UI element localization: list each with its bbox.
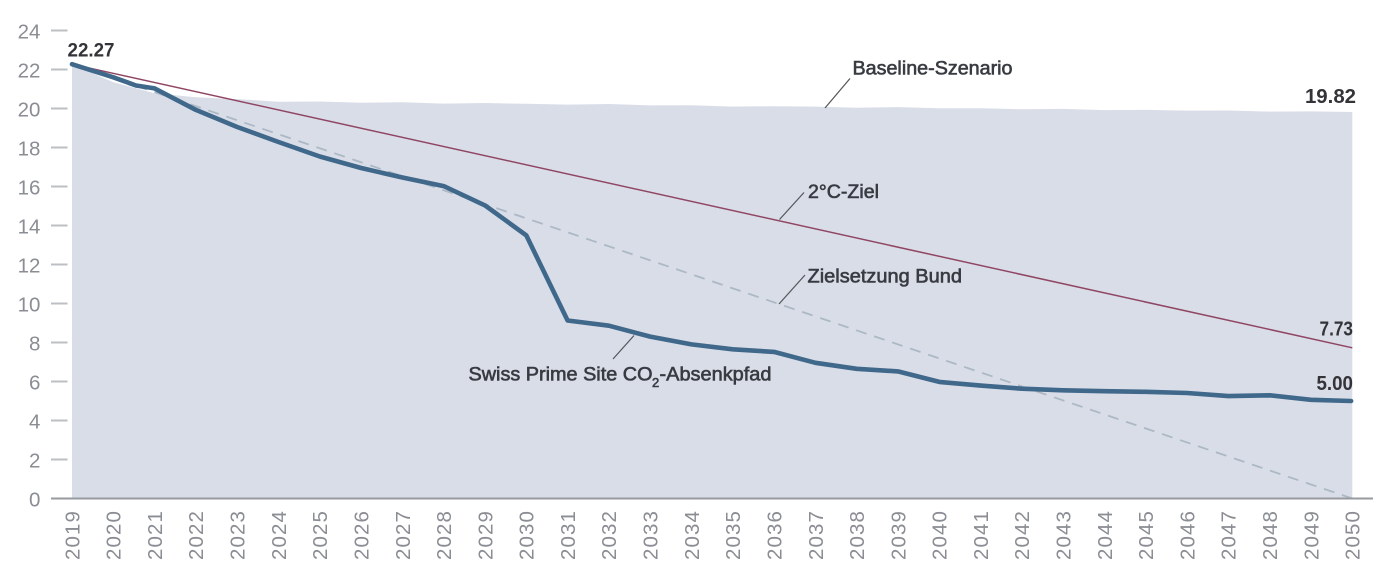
svg-text:2031: 2031 — [557, 510, 580, 560]
svg-text:2045: 2045 — [1135, 510, 1158, 560]
svg-text:2026: 2026 — [350, 510, 373, 560]
svg-text:2036: 2036 — [763, 510, 786, 560]
svg-text:2028: 2028 — [433, 510, 456, 560]
svg-text:2047: 2047 — [1218, 510, 1241, 560]
svg-text:16: 16 — [18, 176, 41, 199]
svg-text:19.82: 19.82 — [1305, 86, 1356, 108]
svg-text:2030: 2030 — [516, 510, 539, 560]
svg-text:7.73: 7.73 — [1320, 318, 1354, 341]
svg-text:2022: 2022 — [185, 510, 208, 560]
svg-text:5.00: 5.00 — [1317, 372, 1354, 395]
svg-text:2: 2 — [29, 449, 40, 472]
svg-text:6: 6 — [29, 371, 40, 394]
svg-text:Baseline-Szenario: Baseline-Szenario — [853, 59, 1013, 80]
svg-text:2037: 2037 — [805, 510, 828, 560]
svg-text:2034: 2034 — [681, 510, 704, 560]
svg-text:2021: 2021 — [144, 510, 167, 560]
svg-text:2020: 2020 — [103, 510, 126, 560]
svg-text:8: 8 — [29, 332, 40, 355]
svg-text:2048: 2048 — [1259, 510, 1282, 560]
svg-text:10: 10 — [18, 293, 41, 316]
svg-text:2049: 2049 — [1300, 510, 1323, 560]
svg-text:14: 14 — [18, 215, 41, 238]
svg-text:2050: 2050 — [1342, 510, 1365, 560]
svg-text:Swiss Prime Site CO: Swiss Prime Site CO — [469, 365, 653, 386]
svg-text:2024: 2024 — [268, 510, 291, 560]
svg-text:2040: 2040 — [929, 510, 952, 560]
svg-text:4: 4 — [29, 410, 40, 433]
svg-text:2043: 2043 — [1053, 510, 1076, 560]
svg-text:12: 12 — [18, 254, 41, 277]
svg-text:2023: 2023 — [227, 510, 250, 560]
svg-text:24: 24 — [18, 20, 41, 43]
svg-text:18: 18 — [18, 137, 41, 160]
svg-text:0: 0 — [29, 488, 40, 511]
svg-text:2035: 2035 — [722, 510, 745, 560]
svg-text:-Absenkpfad: -Absenkpfad — [660, 365, 772, 386]
svg-text:2: 2 — [652, 375, 659, 390]
svg-text:2044: 2044 — [1094, 510, 1117, 560]
svg-text:2029: 2029 — [474, 510, 497, 560]
svg-text:22.27: 22.27 — [68, 40, 115, 62]
svg-text:2025: 2025 — [309, 510, 332, 560]
svg-text:2046: 2046 — [1176, 510, 1199, 560]
svg-text:22: 22 — [18, 59, 41, 82]
svg-text:2039: 2039 — [887, 510, 910, 560]
svg-text:2°C-Ziel: 2°C-Ziel — [808, 182, 879, 203]
svg-text:2038: 2038 — [846, 510, 869, 560]
svg-text:2019: 2019 — [61, 510, 84, 560]
svg-text:2027: 2027 — [392, 510, 415, 560]
svg-text:Zielsetzung Bund: Zielsetzung Bund — [808, 267, 963, 288]
svg-text:2032: 2032 — [598, 510, 621, 560]
svg-text:20: 20 — [18, 98, 41, 121]
svg-text:2042: 2042 — [1011, 510, 1034, 560]
svg-text:2033: 2033 — [640, 510, 663, 560]
svg-text:2041: 2041 — [970, 510, 993, 560]
